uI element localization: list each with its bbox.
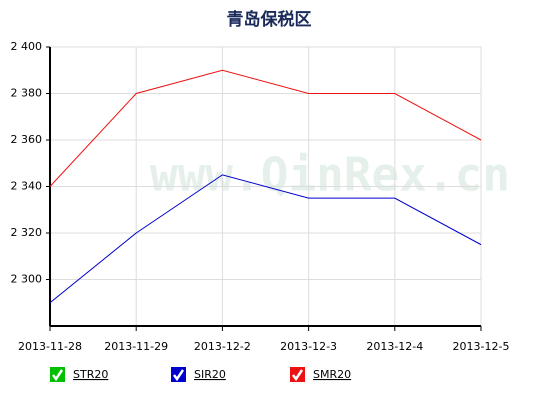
legend-label[interactable]: SMR20 bbox=[313, 368, 351, 381]
watermark: www.QinRex.cn bbox=[150, 148, 510, 202]
y-tick-label: 2 340 bbox=[11, 180, 43, 193]
legend-check bbox=[173, 369, 185, 382]
legend-check bbox=[52, 369, 64, 382]
legend-item[interactable]: SIR20 bbox=[171, 367, 226, 382]
legend-item[interactable]: STR20 bbox=[50, 367, 108, 382]
legend-item[interactable]: SMR20 bbox=[290, 367, 351, 382]
chart-title: 青岛保税区 bbox=[227, 9, 312, 30]
legend-label[interactable]: STR20 bbox=[73, 368, 108, 381]
x-tick-label: 2013-12-4 bbox=[366, 340, 423, 353]
y-tick-label: 2 300 bbox=[11, 273, 43, 286]
series-line bbox=[49, 69, 482, 187]
legend-check bbox=[292, 369, 304, 382]
x-tick-label: 2013-12-2 bbox=[194, 340, 251, 353]
y-tick-label: 2 360 bbox=[11, 133, 43, 146]
series-line bbox=[49, 174, 482, 304]
x-tick-label: 2013-12-3 bbox=[280, 340, 337, 353]
legend-label[interactable]: SIR20 bbox=[194, 368, 226, 381]
x-tick-label: 2013-11-29 bbox=[104, 340, 168, 353]
y-tick-label: 2 380 bbox=[11, 87, 43, 100]
y-tick-label: 2 320 bbox=[11, 226, 43, 239]
x-tick-label: 2013-12-5 bbox=[453, 340, 510, 353]
y-tick-label: 2 400 bbox=[11, 40, 43, 53]
x-tick-label: 2013-11-28 bbox=[18, 340, 82, 353]
